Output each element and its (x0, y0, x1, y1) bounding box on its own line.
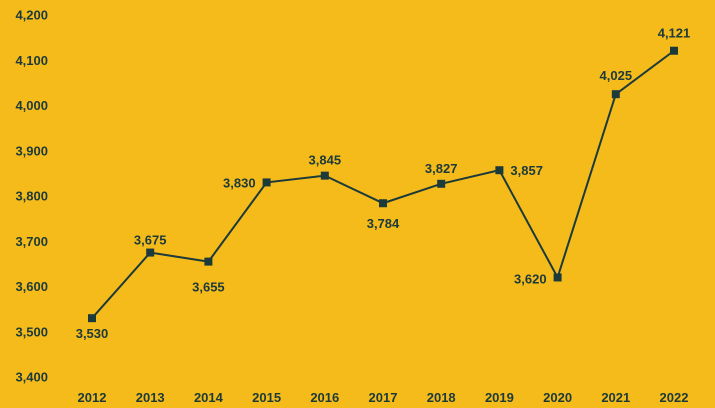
y-axis: 3,400 3,500 3,600 3,700 3,800 3,900 4,000 4,100… (15, 8, 48, 385)
x-tick-label: 2016 (310, 390, 339, 405)
y-tick-label: 4,000 (15, 98, 48, 113)
y-tick-label: 3,500 (15, 324, 48, 339)
data-point (88, 314, 96, 323)
x-tick-label: 2019 (485, 390, 514, 405)
data-label: 3,784 (367, 216, 400, 231)
data-label: 3,655 (192, 280, 225, 295)
y-tick-label: 3,700 (15, 234, 48, 249)
data-label: 3,620 (514, 271, 547, 286)
x-tick-label: 2022 (660, 390, 689, 405)
data-label: 3,845 (309, 153, 342, 168)
data-point (379, 199, 387, 208)
data-labels: 3,530 3,675 3,655 3,830 3,845 3,784 3,827 3,857… (76, 26, 691, 341)
x-tick-label: 2021 (601, 390, 630, 405)
data-label: 3,857 (510, 163, 543, 178)
y-tick-label: 4,100 (15, 53, 48, 68)
data-label: 3,827 (425, 161, 458, 176)
data-point (611, 90, 620, 99)
x-tick-label: 2013 (136, 390, 165, 405)
data-point (437, 179, 446, 188)
data-point (553, 273, 562, 282)
data-label: 4,121 (658, 26, 691, 41)
y-tick-label: 3,800 (15, 189, 48, 204)
data-label: 4,025 (600, 68, 633, 83)
y-tick-label: 3,900 (15, 143, 48, 158)
x-tick-label: 2020 (543, 390, 572, 405)
y-tick-label: 4,200 (15, 8, 48, 23)
x-tick-label: 2018 (427, 390, 456, 405)
y-tick-label: 3,600 (15, 279, 48, 294)
x-axis: 2012 2013 2014 2015 2016 2017 2018 2019 2020 2021… (78, 390, 689, 405)
x-tick-label: 2012 (78, 390, 107, 405)
x-tick-label: 2014 (194, 390, 224, 405)
y-tick-label: 3,400 (15, 370, 48, 385)
data-point (262, 178, 271, 187)
data-point (320, 171, 329, 180)
series-line (91, 49, 675, 319)
data-label: 3,675 (134, 233, 167, 248)
x-tick-label: 2017 (369, 390, 398, 405)
data-point (204, 257, 213, 266)
series-markers (88, 46, 678, 323)
data-point (146, 248, 155, 257)
data-point (670, 46, 678, 55)
data-label: 3,830 (223, 175, 256, 190)
x-tick-label: 2015 (252, 390, 281, 405)
data-label: 3,530 (76, 326, 109, 341)
data-point (495, 166, 504, 175)
